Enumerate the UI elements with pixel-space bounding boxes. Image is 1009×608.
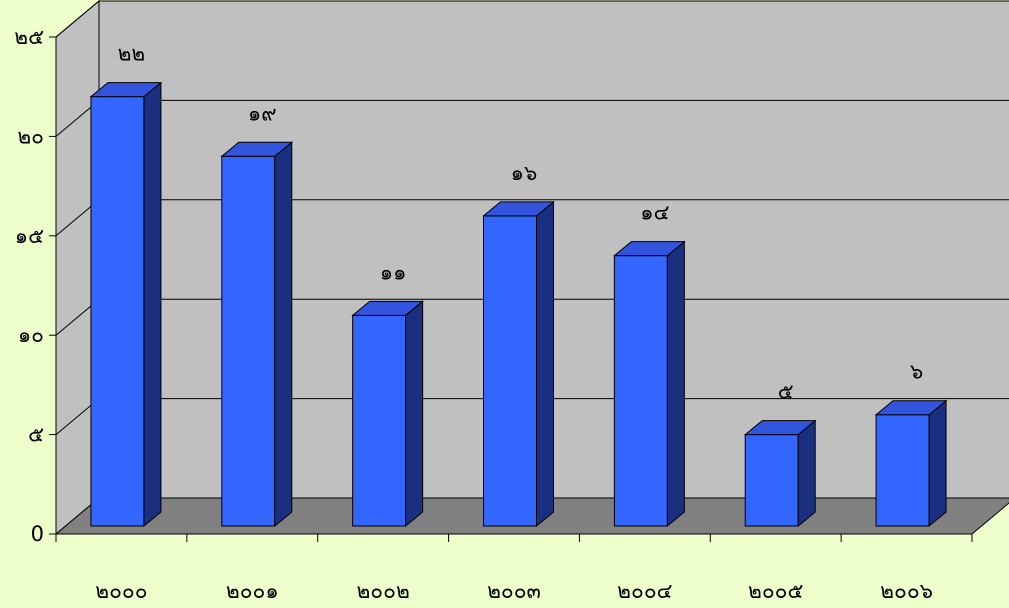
y-tick-label: 0 (31, 522, 44, 546)
y-tick-label: ๑๕ (15, 224, 44, 248)
bar-front (222, 156, 275, 526)
x-tick-label: ๒๐๐๔ (617, 579, 672, 603)
bar-front (745, 435, 798, 526)
bar (222, 142, 292, 526)
bar (91, 83, 161, 526)
data-label: ๕ (778, 380, 794, 404)
bar (353, 301, 423, 526)
bar (745, 421, 815, 526)
bar-side (275, 142, 292, 526)
bar (614, 242, 684, 526)
bar-front (876, 415, 929, 526)
bar-side (537, 202, 554, 526)
x-tick-label: ๒๐๐๑ (226, 579, 279, 603)
data-label: ๑๑ (380, 260, 407, 284)
data-label: ๖ (910, 360, 923, 384)
bar-front (484, 216, 537, 526)
data-label: ๑๙ (248, 101, 277, 125)
y-tick-label: ๒๕ (14, 25, 44, 49)
x-tick-label: ๒๐๐๕ (748, 579, 803, 603)
bar-front (91, 97, 144, 526)
x-tick-label: ๒๐๐๖ (880, 579, 933, 603)
bar-side (798, 421, 815, 526)
x-tick-label: ๒๐๐๓ (487, 579, 541, 603)
bar-side (667, 242, 684, 526)
bar-front (614, 256, 667, 526)
bar (876, 401, 946, 526)
bar-side (929, 401, 946, 526)
y-tick-label: ๒๐ (17, 124, 44, 148)
data-label: ๑๖ (511, 161, 538, 185)
data-label: ๒๒ (118, 42, 146, 66)
y-tick-label: ๑๐ (18, 323, 44, 347)
x-tick-label: ๒๐๐๒ (356, 579, 409, 603)
bar-side (144, 83, 161, 526)
x-tick-label: ๒๐๐๐ (95, 579, 147, 603)
bar-front (353, 315, 406, 526)
bar-side (406, 301, 423, 526)
y-tick-label: ๕ (28, 423, 44, 447)
data-label: ๑๔ (640, 201, 669, 225)
bar (484, 202, 554, 526)
